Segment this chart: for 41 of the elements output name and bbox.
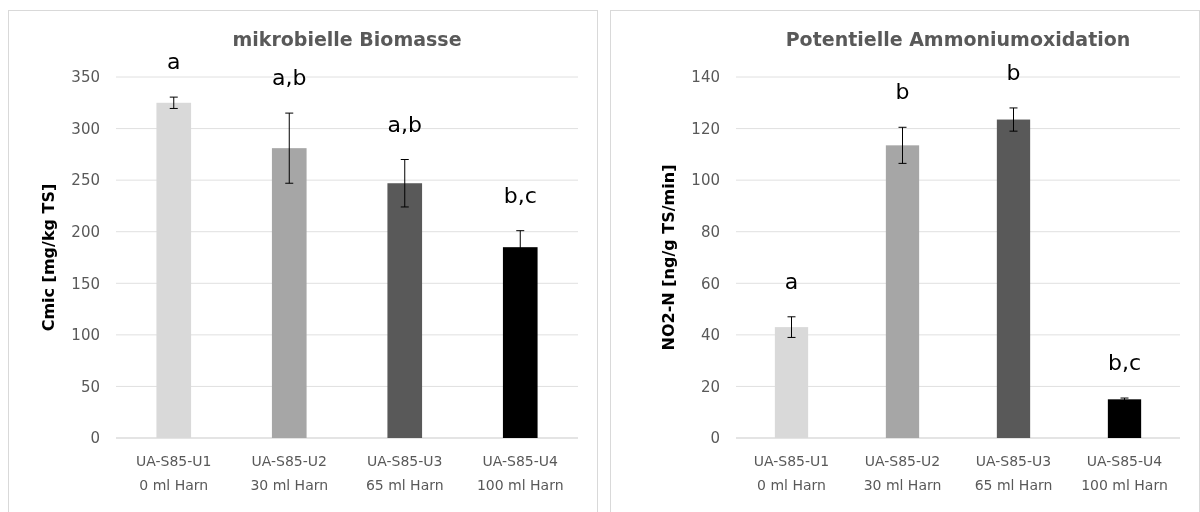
y-tick-label: 140 bbox=[691, 68, 720, 87]
bar bbox=[387, 183, 423, 438]
x-tick-label: UA-S85-U2 30 ml Harn bbox=[863, 453, 942, 493]
bar bbox=[996, 119, 1031, 438]
y-tick-label: 60 bbox=[700, 274, 720, 293]
text: a bbox=[167, 49, 181, 75]
y-tick-label: 0 bbox=[710, 429, 720, 448]
y-tick-label: 150 bbox=[71, 274, 100, 293]
y-axis-title: NO2-N [ng/g TS/min] bbox=[659, 164, 678, 351]
y-tick-label: 0 bbox=[90, 429, 100, 448]
annotation: a bbox=[784, 268, 799, 294]
y-tick-label: 20 bbox=[700, 377, 720, 396]
bar bbox=[1107, 399, 1142, 438]
y-tick-label: 50 bbox=[80, 377, 100, 396]
y-tick-label: 100 bbox=[691, 171, 720, 190]
y-tick-label: 350 bbox=[71, 68, 100, 87]
y-tick-label: 100 bbox=[71, 326, 100, 345]
y-tick-label: 120 bbox=[691, 119, 720, 138]
annotation: b bbox=[1006, 59, 1021, 85]
bar bbox=[885, 145, 920, 438]
x-tick-label: UA-S85-U1 0 ml Harn bbox=[136, 453, 212, 493]
chart-title: mikrobielle Biomasse bbox=[232, 28, 462, 50]
x-tick-label: UA-S85-U4 100 ml Harn bbox=[1081, 453, 1168, 493]
x-tick-label: UA-S85-U3 65 ml Harn bbox=[974, 453, 1053, 493]
bar bbox=[271, 148, 307, 438]
annotation: a,b bbox=[387, 111, 422, 137]
annotation: b,c bbox=[1107, 350, 1142, 376]
x-tick-label: UA-S85-U3 65 ml Harn bbox=[365, 453, 444, 493]
y-tick-label: 200 bbox=[71, 222, 100, 241]
y-tick-label: 250 bbox=[71, 171, 100, 190]
chart-title: Potentielle Ammoniumoxidation bbox=[785, 28, 1131, 50]
annotation: b bbox=[895, 79, 910, 105]
x-tick-label: UA-S85-U4 100 ml Harn bbox=[476, 453, 564, 493]
y-tick-label: 300 bbox=[71, 119, 100, 138]
y-tick-label: 80 bbox=[700, 222, 720, 241]
annotation: b,c bbox=[503, 182, 537, 208]
annotation: a,b bbox=[272, 65, 307, 91]
x-tick-label: UA-S85-U2 30 ml Harn bbox=[250, 453, 329, 493]
x-tick-label: UA-S85-U1 0 ml Harn bbox=[753, 453, 830, 493]
y-axis-title: Cmic [mg/kg TS] bbox=[39, 183, 58, 332]
y-tick-label: 40 bbox=[700, 326, 720, 345]
